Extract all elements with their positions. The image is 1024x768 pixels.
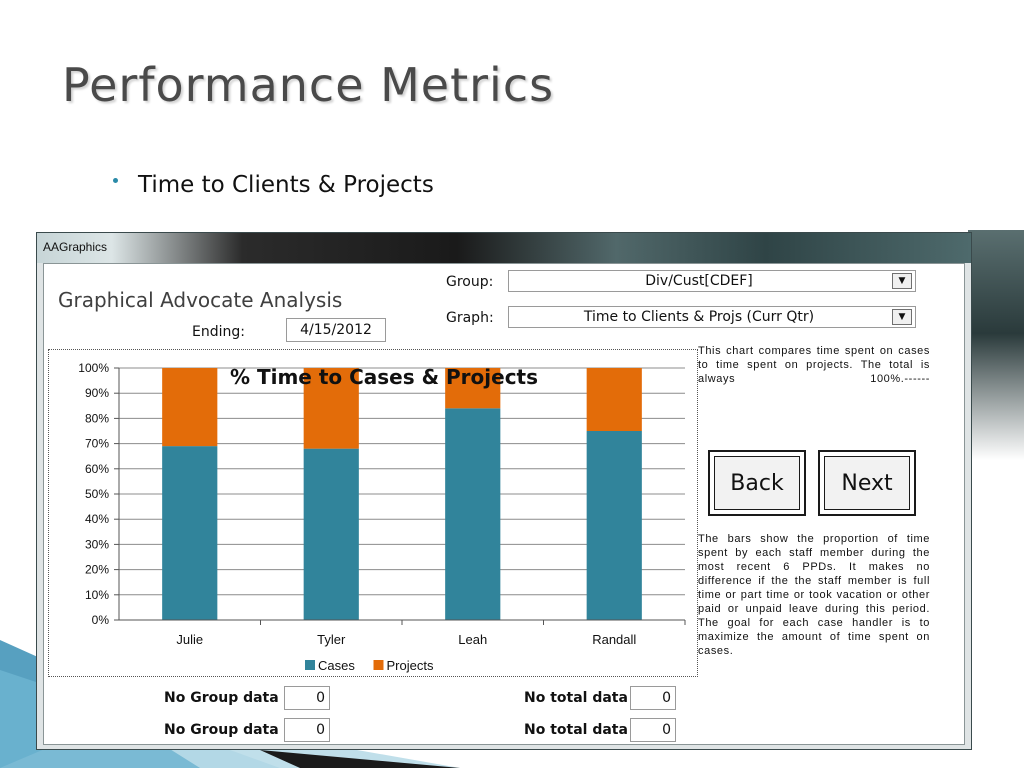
legend-swatch [373,660,384,670]
graph-label: Graph: [446,310,494,326]
bar-projects-leah [445,368,501,409]
y-tick-label: 0% [92,613,110,627]
window-title: AAGraphics [43,240,108,254]
group-label: Group: [446,274,494,290]
chevron-down-icon[interactable]: ▼ [892,273,912,289]
graph-select-value: Time to Clients & Projs (Curr Qtr) [583,309,815,325]
x-tick-label: Leah [458,632,487,647]
app-window: AAGraphics Graphical Advocate Analysis E… [36,232,972,750]
no-group-data-label: No Group data [164,722,279,738]
chart-description-top: This chart compares time spent on cases … [698,345,930,385]
y-tick-label: 80% [85,411,109,425]
no-total-data-label: No total data [524,690,628,706]
bullet-icon [113,178,118,183]
no-group-data-label: No Group data [164,690,279,706]
no-group-data-field[interactable]: 0 [284,718,330,742]
y-tick-label: 50% [85,487,109,501]
bar-projects-tyler [303,368,359,449]
y-tick-label: 20% [85,563,109,577]
y-tick-label: 70% [85,437,109,451]
next-button[interactable]: Next [818,450,916,516]
bar-cases-julie [162,446,218,620]
no-group-data-field[interactable]: 0 [284,686,330,710]
y-tick-label: 10% [85,588,109,602]
slide-title: Performance Metrics [62,58,555,112]
bar-projects-julie [162,368,218,447]
x-tick-label: Julie [176,632,203,647]
window-client-area: Graphical Advocate Analysis Ending: 4/15… [43,263,965,745]
group-select-value: Div/Cust[CDEF] [645,273,753,289]
ending-date-field[interactable]: 4/15/2012 [286,318,386,342]
bar-cases-leah [445,408,501,620]
slide-decoration-right [968,230,1024,460]
no-total-data-field[interactable]: 0 [630,686,676,710]
app-title: Graphical Advocate Analysis [58,288,343,312]
bar-projects-randall [586,368,642,431]
ending-label: Ending: [192,324,245,340]
legend-label: Cases [318,658,355,673]
window-titlebar[interactable]: AAGraphics [37,233,971,263]
group-select[interactable]: Div/Cust[CDEF] ▼ [508,270,916,292]
y-tick-label: 100% [78,361,109,375]
chevron-down-icon[interactable]: ▼ [892,309,912,325]
y-tick-label: 40% [85,512,109,526]
stacked-bar-chart: 0% 10% 20% 30% 40% 50% 60% 70% 80% 90% 100% Julie Ty… [78,361,686,673]
back-button[interactable]: Back [708,450,806,516]
graph-select[interactable]: Time to Clients & Projs (Curr Qtr) ▼ [508,306,916,328]
y-tick-label: 90% [85,386,109,400]
bar-cases-tyler [303,448,359,620]
x-tick-label: Randall [592,632,636,647]
bar-cases-randall [586,431,642,620]
legend-swatch [305,660,315,670]
y-tick-label: 30% [85,537,109,551]
no-total-data-field[interactable]: 0 [630,718,676,742]
x-tick-label: Tyler [317,632,346,647]
slide-bullet: Time to Clients & Projects [138,172,434,198]
legend-label: Projects [387,658,434,673]
no-total-data-label: No total data [524,722,628,738]
y-tick-label: 60% [85,462,109,476]
chart-title: % Time to Cases & Projects [230,365,538,389]
chart-area: 0% 10% 20% 30% 40% 50% 60% 70% 80% 90% 100% Julie Ty… [48,349,698,677]
chart-description-bottom: The bars show the proportion of time spe… [698,533,930,657]
